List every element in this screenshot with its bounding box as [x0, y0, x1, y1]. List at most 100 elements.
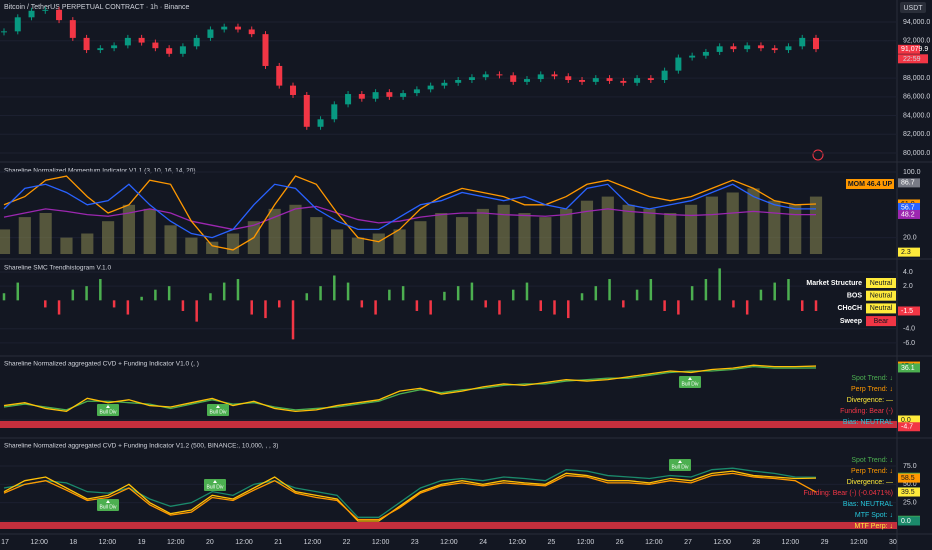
candle: [771, 48, 778, 51]
annotation-box: [679, 376, 701, 388]
annotation-arrow: [688, 377, 692, 380]
table-name: Sweep: [840, 318, 862, 325]
value-tag-text: 39.5: [901, 489, 915, 496]
x-tick-label: 29: [821, 539, 829, 546]
x-tick-label: 26: [616, 539, 624, 546]
y-tick-label: 50.0: [903, 481, 917, 488]
histogram-bar: [71, 289, 75, 301]
histogram-bar: [677, 300, 680, 315]
y-tick-label: 20.0: [903, 234, 917, 241]
candle: [730, 46, 737, 50]
histogram-bar: [635, 289, 639, 301]
histogram-bar: [429, 300, 432, 315]
candle: [620, 80, 627, 83]
x-tick-label: 12:00: [440, 539, 458, 546]
value-tag: [898, 473, 920, 483]
x-tick-label: 24: [479, 539, 487, 546]
alert-icon[interactable]: [812, 149, 824, 161]
status-text: MTF Spot: ↓: [855, 512, 893, 519]
y-tick-label: 80,000.0: [903, 150, 930, 157]
value-tag: [898, 363, 920, 373]
candle: [97, 48, 104, 51]
histogram-bar: [622, 300, 625, 308]
value-tag: [898, 247, 920, 257]
x-tick-label: 12:00: [508, 539, 526, 546]
histogram-bar: [99, 279, 102, 301]
y-tick-label: 75.0: [903, 463, 917, 470]
candle: [455, 80, 462, 83]
histogram-bar: [388, 289, 391, 301]
histogram-bar: [143, 208, 156, 255]
histogram-bar: [331, 229, 344, 255]
histogram-bar: [393, 229, 406, 255]
value-tag-text: 0.0: [901, 417, 911, 424]
histogram-bar: [206, 241, 219, 255]
histogram-bar: [601, 196, 614, 255]
candle: [124, 37, 131, 46]
candle: [69, 20, 76, 38]
currency-button[interactable]: [900, 2, 926, 13]
histogram-bar: [809, 196, 823, 255]
histogram-bar: [649, 279, 653, 301]
countdown: 22:59: [903, 56, 921, 63]
histogram-bar: [305, 293, 309, 301]
candle: [345, 94, 352, 105]
candle: [56, 9, 63, 21]
histogram-bar: [745, 300, 749, 315]
histogram-bar: [663, 300, 666, 311]
histogram-bar: [539, 300, 542, 311]
histogram-bar: [773, 282, 776, 301]
histogram-bar: [122, 204, 136, 255]
histogram-bar: [726, 192, 739, 255]
panel-title: Shareline Normalized aggregated CVD + Fu…: [4, 443, 278, 450]
histogram-bar: [167, 286, 171, 301]
histogram-bar: [60, 237, 73, 255]
candle: [179, 46, 186, 54]
table-name: CHoCH: [838, 305, 863, 312]
histogram-bar: [443, 291, 446, 301]
series-line: [3, 472, 817, 521]
histogram-bar: [195, 300, 198, 322]
histogram-bar: [209, 293, 212, 301]
value-tag: [898, 422, 920, 432]
candle: [28, 10, 35, 18]
candle: [138, 37, 145, 43]
histogram-bar: [57, 300, 61, 315]
histogram-bar: [291, 300, 295, 340]
histogram-bar: [372, 233, 385, 255]
histogram-bar: [800, 300, 804, 311]
histogram-bar: [704, 279, 708, 301]
candle: [592, 78, 599, 82]
currency[interactable]: USDT: [903, 5, 923, 12]
series-line: [3, 470, 817, 522]
candle: [757, 45, 764, 49]
histogram-bar: [0, 229, 11, 255]
x-tick-label: 22: [343, 539, 351, 546]
value-tag: [898, 516, 920, 526]
candle: [386, 92, 393, 97]
y-tick-label: -6.0: [903, 340, 915, 347]
panel-title: Shareline Normalized aggregated CVD + Fu…: [4, 361, 199, 368]
value-tag-text: 0.0: [901, 518, 911, 525]
histogram-bar: [511, 289, 515, 301]
x-tick-label: 12:00: [372, 539, 390, 546]
y-tick-label: 86,000.0: [903, 94, 930, 101]
candle: [276, 65, 283, 86]
histogram-bar: [374, 300, 377, 315]
histogram-bar: [789, 204, 802, 255]
histogram-bar: [664, 212, 677, 255]
histogram-bar: [814, 300, 818, 311]
histogram-bar: [608, 279, 611, 301]
histogram-bar: [768, 200, 781, 255]
y-tick-label: 94,000.0: [903, 19, 930, 26]
candle: [579, 80, 586, 82]
y-tick-label: 84,000.0: [903, 112, 930, 119]
candle: [799, 37, 806, 47]
x-tick-label: 12:00: [304, 539, 322, 546]
x-tick-label: 12:00: [782, 539, 800, 546]
histogram-bar: [476, 208, 489, 255]
candle: [510, 75, 517, 82]
value-tag-text: 91,079.9: [901, 46, 928, 53]
candle: [400, 93, 407, 97]
candle: [317, 119, 324, 127]
